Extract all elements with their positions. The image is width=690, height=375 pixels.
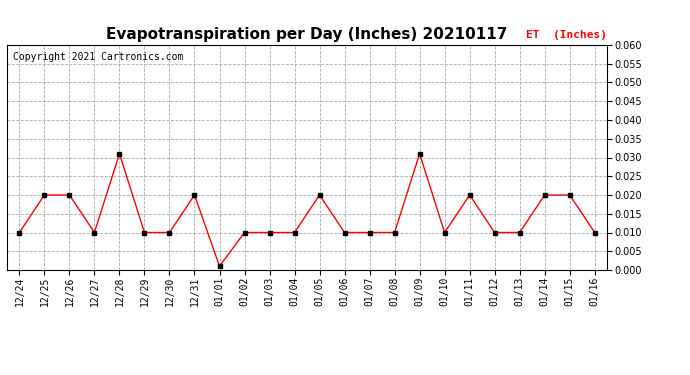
- Text: ET  (Inches): ET (Inches): [526, 30, 607, 40]
- Title: Evapotranspiration per Day (Inches) 20210117: Evapotranspiration per Day (Inches) 2021…: [106, 27, 508, 42]
- Text: Copyright 2021 Cartronics.com: Copyright 2021 Cartronics.com: [13, 52, 184, 62]
